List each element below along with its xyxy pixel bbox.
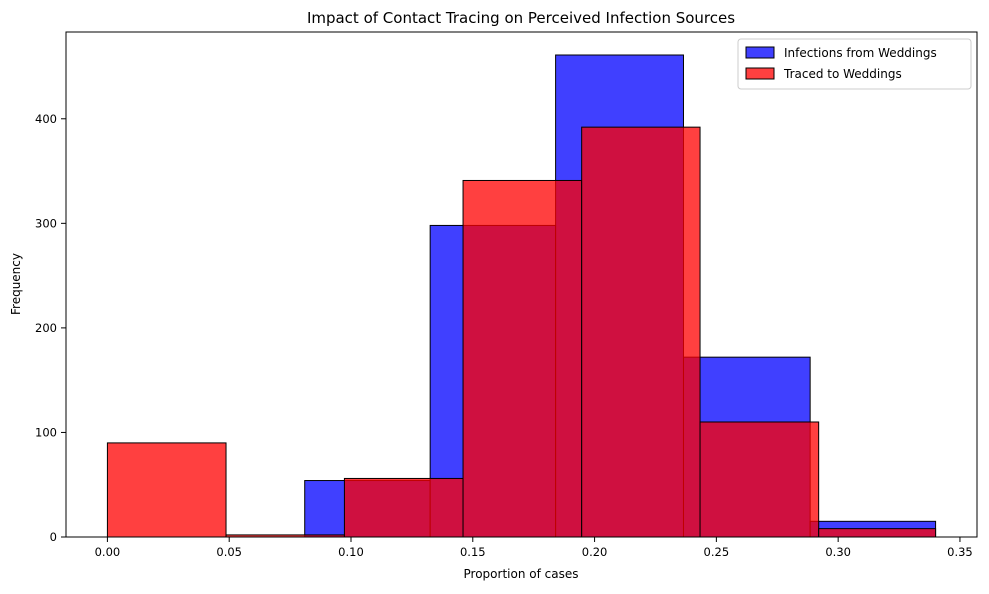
y-tick-label: 100 (35, 425, 57, 439)
legend-swatch-2 (745, 67, 775, 80)
chart-title: Impact of Contact Tracing on Perceived I… (307, 9, 735, 27)
x-tick-label: 0.15 (460, 545, 486, 559)
x-tick-label: 0.10 (338, 545, 364, 559)
x-tick-label: 0.05 (216, 545, 242, 559)
y-tick-label: 200 (35, 321, 57, 335)
x-tick-label: 0.25 (704, 545, 730, 559)
legend-box (737, 38, 972, 90)
legend-swatch-1 (745, 46, 775, 59)
x-tick-label: 0.00 (95, 545, 121, 559)
bar-s2-3 (343, 477, 464, 538)
y-tick-label: 0 (50, 530, 57, 544)
x-tick-label: 0.30 (825, 545, 851, 559)
plot-frame (65, 31, 978, 538)
x-tick-label: 0.35 (947, 545, 973, 559)
y-tick-label: 300 (35, 216, 57, 230)
bar-s2-7 (818, 528, 937, 538)
legend: Infections from Weddings Traced to Weddin… (737, 38, 972, 90)
bars-layer (106, 54, 937, 538)
bar-s2-5 (581, 126, 701, 538)
y-axis-label: Frequency (9, 253, 23, 315)
bar-s2-4 (462, 179, 583, 538)
bar-s2-6 (699, 421, 820, 538)
y-tick-label: 400 (35, 112, 57, 126)
bar-s2-1 (106, 442, 227, 538)
legend-label-2: Traced to Weddings (783, 67, 902, 81)
x-tick-label: 0.20 (582, 545, 608, 559)
legend-label-1: Infections from Weddings (784, 46, 937, 60)
series-2 (106, 126, 937, 538)
x-axis-label: Proportion of cases (464, 567, 579, 581)
axes-layer: 0.00 0.05 0.10 0.15 0.20 0.25 0.30 0.35 0 100 200 3… (35, 31, 978, 559)
